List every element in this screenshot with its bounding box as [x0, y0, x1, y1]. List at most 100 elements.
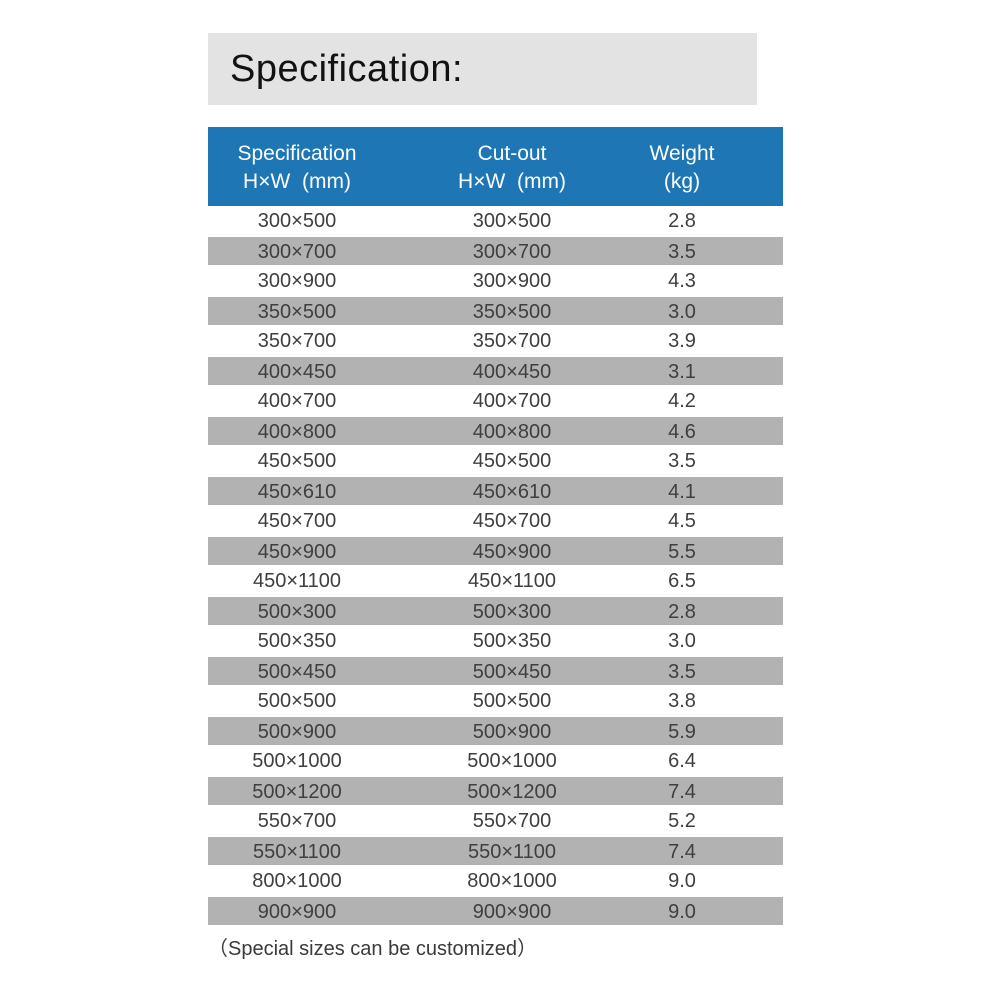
- cutout-cell: 500×350: [472, 630, 552, 652]
- specification-table: Specification H×W (mm) Cut-out H×W (mm) …: [208, 127, 783, 926]
- cutout-cell: 450×900: [472, 541, 552, 563]
- table-row: 450×900 450×900 5.5: [208, 536, 783, 566]
- table-row: 300×500 300×500 2.8: [208, 206, 783, 236]
- spec-cell: 500×1200: [252, 781, 342, 803]
- spec-cell: 450×1100: [252, 570, 342, 592]
- column-header-specification: Specification H×W (mm): [208, 127, 386, 206]
- column-header-line2: H×W (mm): [458, 169, 566, 193]
- weight-cell: 4.6: [668, 421, 696, 443]
- spec-cell: 450×610: [257, 481, 337, 503]
- cutout-cell: 350×700: [472, 330, 552, 352]
- table-row: 350×500 350×500 3.0: [208, 296, 783, 326]
- weight-cell: 5.2: [668, 810, 696, 832]
- table-header-row: Specification H×W (mm) Cut-out H×W (mm) …: [208, 127, 783, 206]
- table-row: 350×700 350×700 3.9: [208, 326, 783, 356]
- spec-cell: 300×500: [257, 210, 337, 232]
- spec-cell: 450×900: [257, 541, 337, 563]
- spec-cell: 500×350: [257, 630, 337, 652]
- weight-cell: 3.0: [668, 630, 696, 652]
- cutout-cell: 400×800: [472, 421, 552, 443]
- weight-cell: 3.5: [668, 661, 696, 683]
- cutout-cell: 300×700: [472, 241, 552, 263]
- weight-cell: 2.8: [668, 210, 696, 232]
- table-row: 500×900 500×900 5.9: [208, 716, 783, 746]
- spec-cell: 550×700: [257, 810, 337, 832]
- weight-cell: 7.4: [668, 841, 696, 863]
- spec-cell: 450×700: [257, 510, 337, 532]
- cutout-cell: 500×1200: [467, 781, 557, 803]
- cutout-cell: 900×900: [472, 901, 552, 923]
- column-header-line2: (kg): [663, 169, 701, 193]
- table-row: 900×900 900×900 9.0: [208, 896, 783, 926]
- column-header-weight: Weight (kg): [638, 127, 726, 206]
- spec-cell: 500×450: [257, 661, 337, 683]
- cutout-cell: 450×700: [472, 510, 552, 532]
- column-header-line1: Weight: [649, 141, 715, 165]
- cutout-cell: 500×300: [472, 601, 552, 623]
- spec-cell: 350×500: [257, 301, 337, 323]
- weight-cell: 9.0: [668, 901, 696, 923]
- column-header-line1: Specification: [237, 141, 357, 165]
- spec-cell: 350×700: [257, 330, 337, 352]
- table-row: 300×700 300×700 3.5: [208, 236, 783, 266]
- weight-cell: 4.3: [668, 270, 696, 292]
- cutout-cell: 450×500: [472, 450, 552, 472]
- spec-cell: 400×800: [257, 421, 337, 443]
- weight-cell: 7.4: [668, 781, 696, 803]
- weight-cell: 3.9: [668, 330, 696, 352]
- cutout-cell: 500×1000: [467, 750, 557, 772]
- table-row: 450×610 450×610 4.1: [208, 476, 783, 506]
- table-row: 400×450 400×450 3.1: [208, 356, 783, 386]
- table-row: 800×1000 800×1000 9.0: [208, 866, 783, 896]
- table-row: 500×350 500×350 3.0: [208, 626, 783, 656]
- cutout-cell: 500×900: [472, 721, 552, 743]
- table-row: 400×800 400×800 4.6: [208, 416, 783, 446]
- cutout-cell: 300×500: [472, 210, 552, 232]
- column-header-line1: Cut-out: [477, 141, 547, 165]
- spec-cell: 500×300: [257, 601, 337, 623]
- cutout-cell: 550×1100: [467, 841, 557, 863]
- spec-cell: 400×450: [257, 361, 337, 383]
- table-row: 500×1200 500×1200 7.4: [208, 776, 783, 806]
- table-row: 450×500 450×500 3.5: [208, 446, 783, 476]
- weight-cell: 3.5: [668, 241, 696, 263]
- table-row: 450×700 450×700 4.5: [208, 506, 783, 536]
- table-row: 500×300 500×300 2.8: [208, 596, 783, 626]
- cutout-cell: 500×450: [472, 661, 552, 683]
- spec-cell: 450×500: [257, 450, 337, 472]
- weight-cell: 5.9: [668, 721, 696, 743]
- column-header-cutout: Cut-out H×W (mm): [386, 127, 638, 206]
- spec-cell: 500×1000: [252, 750, 342, 772]
- weight-cell: 3.8: [668, 690, 696, 712]
- cutout-cell: 450×1100: [467, 570, 557, 592]
- table-row: 500×500 500×500 3.8: [208, 686, 783, 716]
- cutout-cell: 500×500: [472, 690, 552, 712]
- page-title-banner: Specification:: [208, 33, 757, 105]
- cutout-cell: 400×450: [472, 361, 552, 383]
- weight-cell: 4.5: [668, 510, 696, 532]
- table-body: 300×500 300×500 2.8 300×700 300×700 3.5 …: [208, 206, 783, 926]
- weight-cell: 3.1: [668, 361, 696, 383]
- spec-cell: 550×1100: [252, 841, 342, 863]
- spec-cell: 900×900: [257, 901, 337, 923]
- cutout-cell: 400×700: [472, 390, 552, 412]
- table-row: 450×1100 450×1100 6.5: [208, 566, 783, 596]
- table-row: 400×700 400×700 4.2: [208, 386, 783, 416]
- table-row: 550×700 550×700 5.2: [208, 806, 783, 836]
- cutout-cell: 550×700: [472, 810, 552, 832]
- table-row: 300×900 300×900 4.3: [208, 266, 783, 296]
- page-title: Specification:: [230, 47, 464, 90]
- column-header-line2: H×W (mm): [243, 169, 351, 193]
- weight-cell: 2.8: [668, 601, 696, 623]
- weight-cell: 6.4: [668, 750, 696, 772]
- weight-cell: 3.5: [668, 450, 696, 472]
- weight-cell: 4.1: [668, 481, 696, 503]
- weight-cell: 3.0: [668, 301, 696, 323]
- table-row: 500×450 500×450 3.5: [208, 656, 783, 686]
- weight-cell: 5.5: [668, 541, 696, 563]
- spec-cell: 500×500: [257, 690, 337, 712]
- weight-cell: 6.5: [668, 570, 696, 592]
- footnote: （Special sizes can be customized）: [208, 938, 538, 960]
- spec-cell: 500×900: [257, 721, 337, 743]
